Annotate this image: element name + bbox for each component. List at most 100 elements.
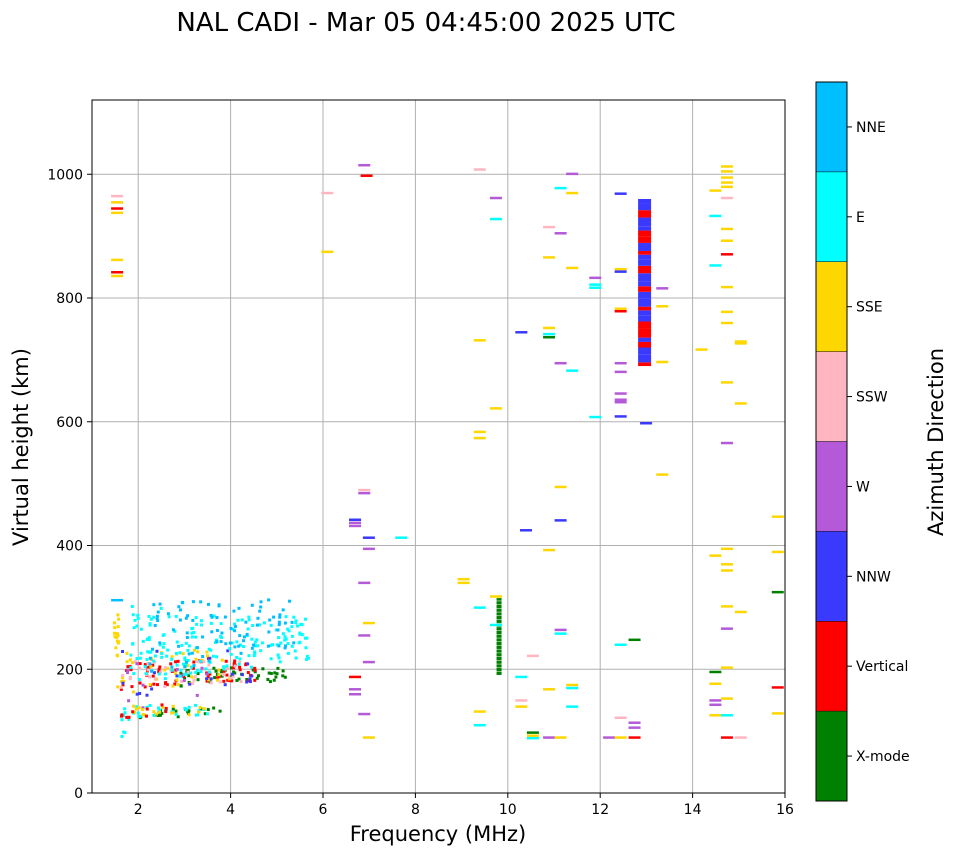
data-point: [360, 174, 373, 177]
data-point: [111, 271, 124, 274]
data-point: [206, 675, 210, 679]
data-point: [153, 623, 157, 627]
data-point: [152, 671, 156, 675]
data-point: [174, 672, 178, 676]
data-point: [138, 681, 142, 685]
column-segment: [496, 668, 502, 672]
data-point: [216, 678, 220, 682]
data-point: [198, 705, 202, 709]
column-segment: [638, 259, 652, 266]
column-segment: [638, 281, 652, 287]
data-point: [115, 635, 119, 639]
data-point: [148, 703, 152, 707]
data-point: [191, 600, 195, 604]
data-point: [290, 620, 294, 624]
data-point: [146, 650, 150, 654]
data-marks: [111, 163, 784, 740]
data-point: [192, 631, 196, 635]
data-point: [267, 630, 271, 634]
colorbar-tick-label: W: [856, 479, 870, 495]
colorbar-tick-label: Vertical: [856, 659, 908, 675]
data-point: [709, 682, 722, 685]
data-point: [292, 641, 296, 645]
data-point: [566, 686, 579, 690]
data-point: [236, 618, 240, 622]
data-point: [589, 286, 602, 289]
data-point: [132, 672, 136, 676]
data-point: [136, 711, 140, 715]
data-point: [152, 713, 156, 717]
data-point: [146, 662, 150, 665]
data-point: [276, 666, 280, 670]
data-point: [135, 662, 139, 666]
data-point: [164, 706, 168, 710]
data-point: [113, 631, 117, 635]
data-point: [272, 678, 276, 682]
chart-title: NAL CADI - Mar 05 04:45:00 2025 UTC: [176, 8, 675, 38]
data-point: [720, 736, 733, 739]
data-point: [152, 603, 156, 607]
data-point: [300, 633, 304, 637]
data-point: [290, 625, 294, 629]
data-point: [196, 650, 200, 654]
data-point: [131, 710, 135, 714]
data-point: [148, 656, 152, 660]
data-point: [349, 693, 362, 696]
data-point: [202, 707, 206, 711]
data-point: [269, 657, 273, 661]
data-point: [228, 641, 232, 645]
data-point: [253, 666, 257, 670]
data-point: [709, 214, 722, 218]
data-point: [266, 677, 270, 681]
data-point: [235, 640, 239, 644]
data-point: [292, 615, 296, 619]
data-point: [127, 717, 131, 721]
data-point: [720, 547, 733, 551]
data-point: [135, 657, 139, 661]
data-point: [131, 690, 135, 694]
data-point: [543, 332, 556, 336]
data-point: [170, 655, 174, 659]
data-point: [253, 640, 257, 644]
data-point: [614, 309, 627, 313]
data-point: [229, 626, 233, 630]
data-point: [358, 581, 371, 585]
data-point: [277, 636, 281, 640]
data-point: [554, 628, 567, 632]
data-point: [771, 515, 784, 518]
data-point: [192, 648, 196, 652]
data-point: [248, 680, 252, 684]
column-segment: [638, 354, 652, 363]
data-point: [192, 678, 196, 682]
data-point: [349, 675, 362, 679]
data-point: [120, 734, 124, 738]
data-point: [184, 641, 188, 645]
data-point: [566, 266, 579, 270]
data-point: [362, 736, 375, 739]
data-point: [226, 667, 230, 671]
data-point: [526, 736, 539, 740]
data-point: [543, 335, 556, 339]
data-point: [554, 232, 567, 235]
data-point: [720, 605, 733, 608]
data-point: [269, 643, 273, 647]
data-point: [515, 331, 528, 334]
data-point: [160, 703, 164, 707]
data-point: [247, 679, 251, 683]
data-point: [656, 473, 669, 476]
data-point: [245, 677, 249, 681]
data-point: [720, 185, 733, 189]
data-point: [215, 676, 219, 680]
data-point: [242, 635, 246, 639]
data-point: [235, 678, 239, 682]
data-point: [247, 618, 251, 622]
colorbar-segment: [816, 441, 847, 532]
data-point: [111, 211, 124, 215]
data-point: [147, 638, 151, 642]
data-point: [131, 642, 135, 646]
data-point: [566, 683, 579, 687]
data-point: [554, 186, 567, 190]
data-point: [190, 627, 194, 631]
data-point: [251, 668, 255, 672]
data-point: [171, 628, 175, 632]
